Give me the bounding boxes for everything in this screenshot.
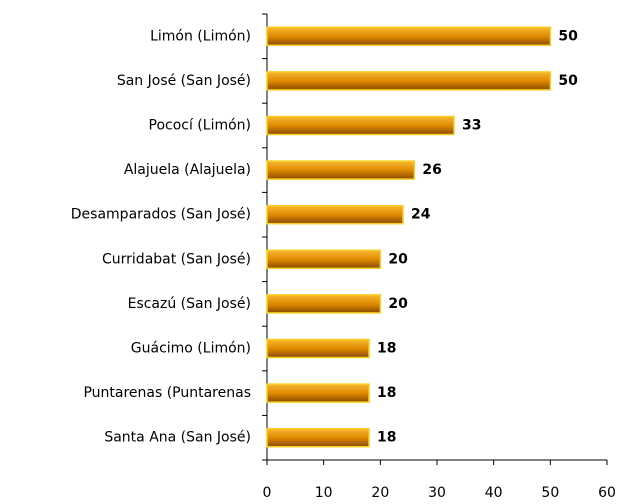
y-tick-label: Escazú (San José) (128, 296, 251, 312)
y-tick-label: Pococí (Limón) (149, 118, 252, 134)
value-label: 24 (411, 207, 431, 223)
y-tick-label: Puntarenas (Puntarenas (83, 385, 251, 401)
y-tick-label: Limón (Limón) (150, 28, 251, 44)
value-label: 20 (388, 251, 408, 267)
bar (266, 383, 370, 403)
bar (266, 249, 382, 270)
value-label: 50 (558, 28, 578, 44)
x-tick-label: 30 (428, 485, 446, 501)
bar (266, 26, 552, 47)
bar (266, 71, 552, 91)
y-tick-label: Desamparados (San José) (71, 207, 251, 223)
value-label: 26 (422, 162, 441, 178)
bar (266, 160, 416, 180)
value-label: 20 (388, 296, 408, 312)
y-tick-label: Alajuela (Alajuela) (124, 162, 251, 178)
bar (266, 427, 370, 448)
y-tick-label: Curridabat (San José) (102, 251, 251, 267)
x-tick-label: 10 (315, 485, 333, 501)
bar (266, 115, 455, 136)
x-tick-label: 50 (541, 485, 559, 501)
bar (266, 294, 382, 314)
x-tick-label: 40 (485, 485, 503, 501)
y-tick-label: Guácimo (Limón) (131, 341, 251, 357)
x-tick-label: 0 (263, 485, 272, 501)
y-tick-label: San José (San José) (117, 73, 251, 89)
value-label: 18 (377, 341, 396, 357)
value-label: 50 (558, 73, 578, 89)
x-tick-label: 20 (371, 485, 389, 501)
bar (266, 204, 404, 225)
value-label: 33 (462, 118, 481, 134)
x-tick-label: 60 (598, 485, 616, 501)
bar (266, 338, 370, 359)
y-tick-label: Santa Ana (San José) (104, 430, 251, 446)
value-label: 18 (377, 430, 396, 446)
value-label: 18 (377, 385, 396, 401)
